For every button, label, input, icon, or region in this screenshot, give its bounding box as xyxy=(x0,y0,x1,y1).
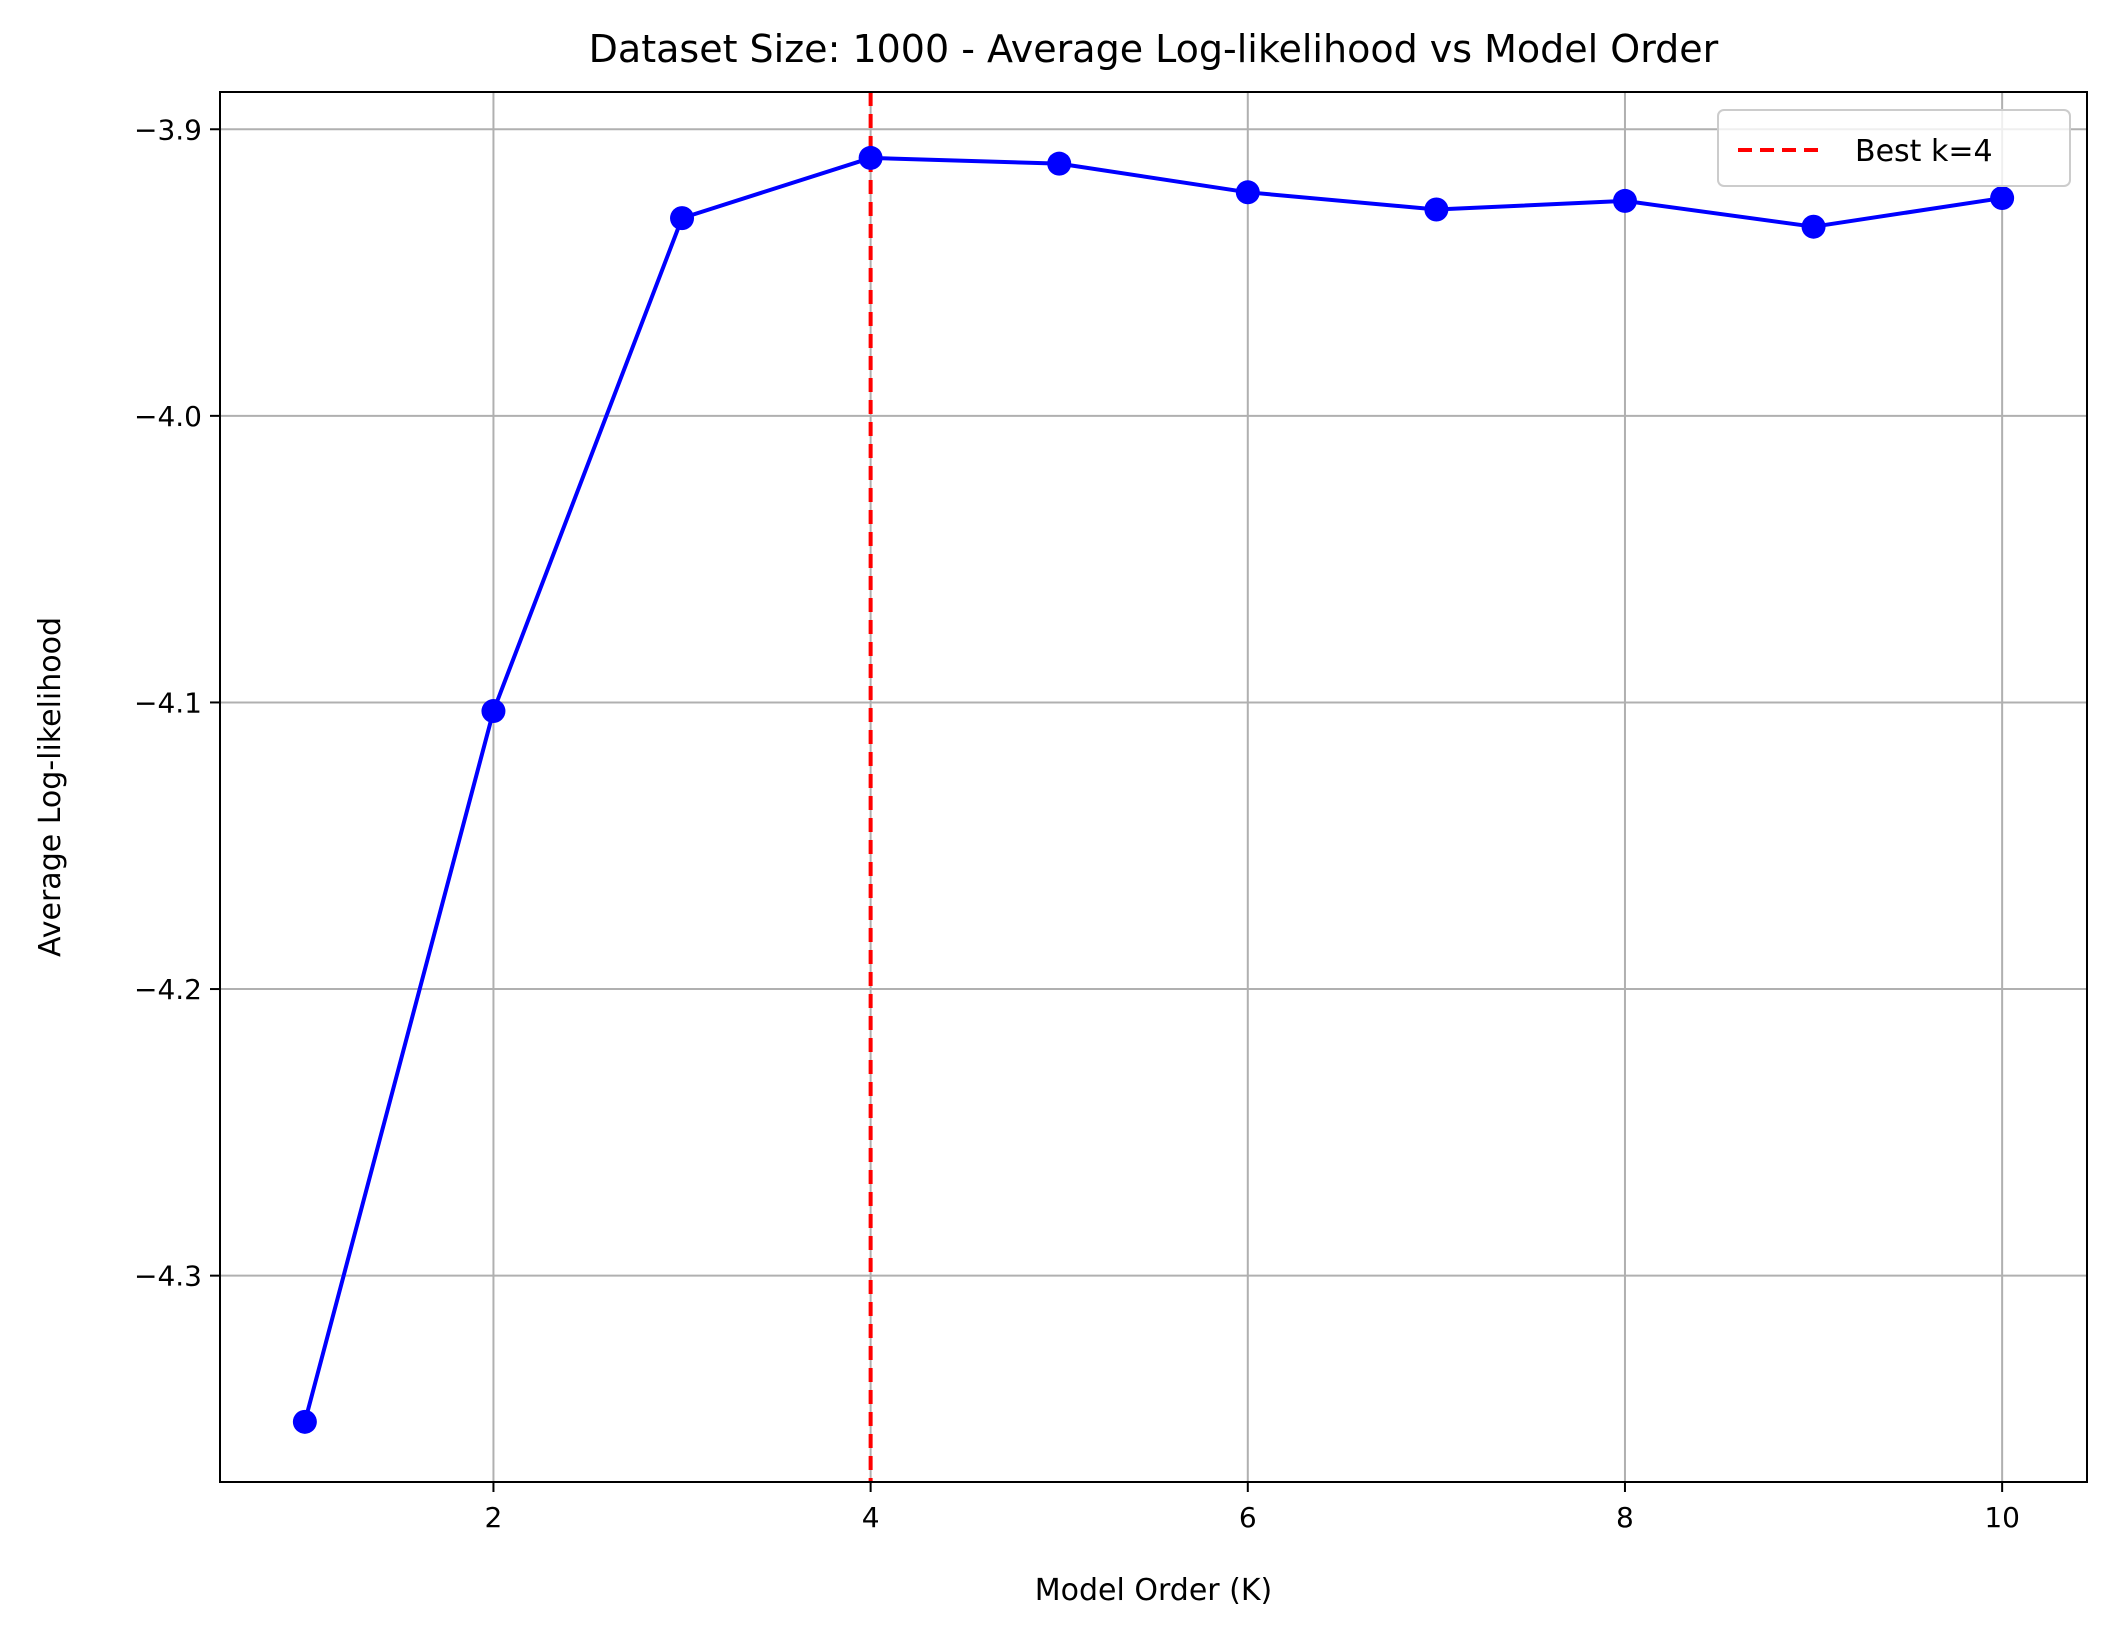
chart-title: Dataset Size: 1000 - Average Log-likelih… xyxy=(589,27,1719,71)
plot-frame xyxy=(219,91,2088,1483)
data-point xyxy=(1801,214,1826,239)
y-tick-label: −4.0 xyxy=(134,400,202,433)
y-tick-label: −3.9 xyxy=(134,113,202,146)
data-point xyxy=(481,699,506,724)
x-tick-label: 6 xyxy=(1239,1501,1257,1534)
data-point xyxy=(1612,188,1637,213)
data-point xyxy=(670,206,695,231)
x-tick-label: 4 xyxy=(862,1501,880,1534)
data-point xyxy=(1990,186,2015,211)
data-point xyxy=(1424,197,1449,222)
y-tick-label: −4.1 xyxy=(134,686,202,719)
data-point xyxy=(292,1409,317,1434)
y-tick-label: −4.3 xyxy=(134,1260,202,1293)
legend: Best k=4 xyxy=(1717,109,2071,187)
legend-box xyxy=(1717,109,2071,187)
x-tick-label: 10 xyxy=(1984,1501,2020,1534)
data-point xyxy=(1047,151,1072,176)
axis-ticks: 2 4 6 8 10 −3.9 −4.0 −4.1 −4.2 −4.3 xyxy=(134,113,2020,1534)
x-axis-title: Model Order (K) xyxy=(1035,1573,1272,1608)
x-tick-label: 8 xyxy=(1616,1501,1634,1534)
series xyxy=(292,145,2015,1434)
y-axis-title: Average Log-likelihood xyxy=(33,617,68,957)
y-tick-label: −4.2 xyxy=(134,973,202,1006)
series-line xyxy=(302,155,2003,1423)
x-tick-label: 2 xyxy=(485,1501,503,1534)
data-point xyxy=(1235,180,1260,205)
legend-label-best-k: Best k=4 xyxy=(1855,134,1993,169)
data-point xyxy=(858,145,883,170)
